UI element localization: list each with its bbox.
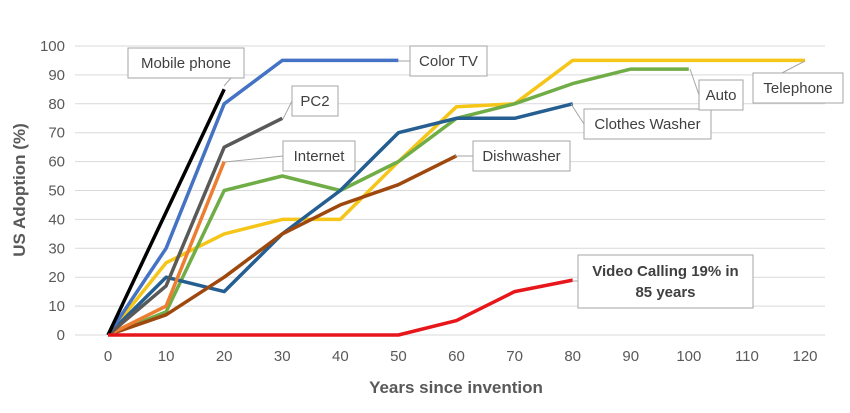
- x-tick-label: 80: [564, 348, 581, 365]
- x-tick-label: 70: [506, 348, 523, 365]
- y-tick-label: 60: [48, 154, 65, 171]
- callout-box: [282, 140, 356, 172]
- series-line-mobile-phone: [106, 88, 226, 336]
- callout-auto: Auto: [689, 68, 744, 111]
- series-lines: [106, 58, 805, 337]
- callout-colortv: Color TV: [398, 45, 488, 77]
- callout-leader: [224, 155, 284, 163]
- series-line-auto: [107, 67, 689, 337]
- x-tick-label: 30: [274, 348, 291, 365]
- y-tick-label: 90: [48, 67, 65, 84]
- x-tick-label: 20: [216, 348, 233, 365]
- callout-box: [583, 108, 712, 140]
- callout-leader: [689, 68, 700, 96]
- x-tick-label: 40: [332, 348, 349, 365]
- callout-label: PC2: [300, 93, 329, 110]
- callouts: Mobile phone Color TV PC2 Internet Dishwashe…: [127, 45, 844, 309]
- y-tick-label: 30: [48, 240, 65, 257]
- y-tick-label: 50: [48, 183, 65, 200]
- callout-box: [577, 254, 754, 309]
- callout-internet: Internet: [224, 140, 356, 172]
- callout-label: Internet: [294, 148, 346, 165]
- callout-box: [409, 45, 488, 77]
- callout-label: Mobile phone: [141, 55, 231, 72]
- callout-leader: [570, 103, 585, 125]
- y-tick-label: 10: [48, 298, 65, 315]
- series-line-color-tv: [106, 58, 399, 336]
- y-tick-label: 0: [57, 327, 65, 344]
- x-tick-label: 60: [448, 348, 465, 365]
- callout-label: Auto: [706, 87, 737, 104]
- series-line-dishwasher: [107, 154, 458, 337]
- callout-leader: [282, 100, 293, 120]
- callout-label: 85 years: [635, 284, 695, 301]
- callout-box: [291, 85, 339, 117]
- callout-video: Video Calling 19% in 85 years: [572, 254, 754, 309]
- callout-washer: Clothes Washer: [570, 103, 712, 140]
- callout-label: Dishwasher: [482, 148, 560, 165]
- y-tick-label: 20: [48, 269, 65, 286]
- callout-pc2: PC2: [282, 85, 339, 120]
- y-axis-ticks: 0 10 20 30 40 50 60 70 80 90 100: [40, 38, 65, 344]
- x-tick-label: 50: [390, 348, 407, 365]
- y-tick-label: 80: [48, 96, 65, 113]
- callout-dishwasher: Dishwasher: [455, 140, 571, 172]
- y-tick-label: 100: [40, 38, 65, 55]
- x-axis-ticks: 0 10 20 30 40 50 60 70 80 90 100 110 120: [104, 348, 818, 365]
- callout-label: Color TV: [419, 53, 478, 70]
- series-line-clothes-washer: [106, 102, 574, 337]
- x-tick-label: 110: [735, 348, 759, 365]
- series-line-pc2: [106, 116, 284, 337]
- callout-box: [752, 72, 844, 104]
- y-tick-label: 70: [48, 125, 65, 142]
- callout-telephone: Telephone: [752, 60, 844, 104]
- callout-box: [472, 140, 571, 172]
- series-line-telephone: [106, 58, 805, 337]
- callout-label: Telephone: [763, 80, 832, 97]
- x-tick-label: 0: [104, 348, 112, 365]
- series-line-video-calling-19-in-85-years: [108, 278, 574, 337]
- x-tick-label: 100: [676, 348, 701, 365]
- callout-box: [127, 47, 245, 79]
- x-tick-label: 90: [622, 348, 639, 365]
- x-axis-title: Years since invention: [369, 378, 543, 397]
- y-axis-title: US Adoption (%): [10, 123, 29, 256]
- x-tick-label: 120: [792, 348, 817, 365]
- series-line-internet: [107, 160, 226, 337]
- y-tick-label: 40: [48, 211, 65, 228]
- callout-mobile: Mobile phone: [127, 47, 245, 87]
- callout-box: [698, 79, 744, 111]
- x-tick-label: 10: [158, 348, 175, 365]
- callout-label: Video Calling 19% in: [592, 263, 738, 280]
- callout-label: Clothes Washer: [594, 116, 700, 133]
